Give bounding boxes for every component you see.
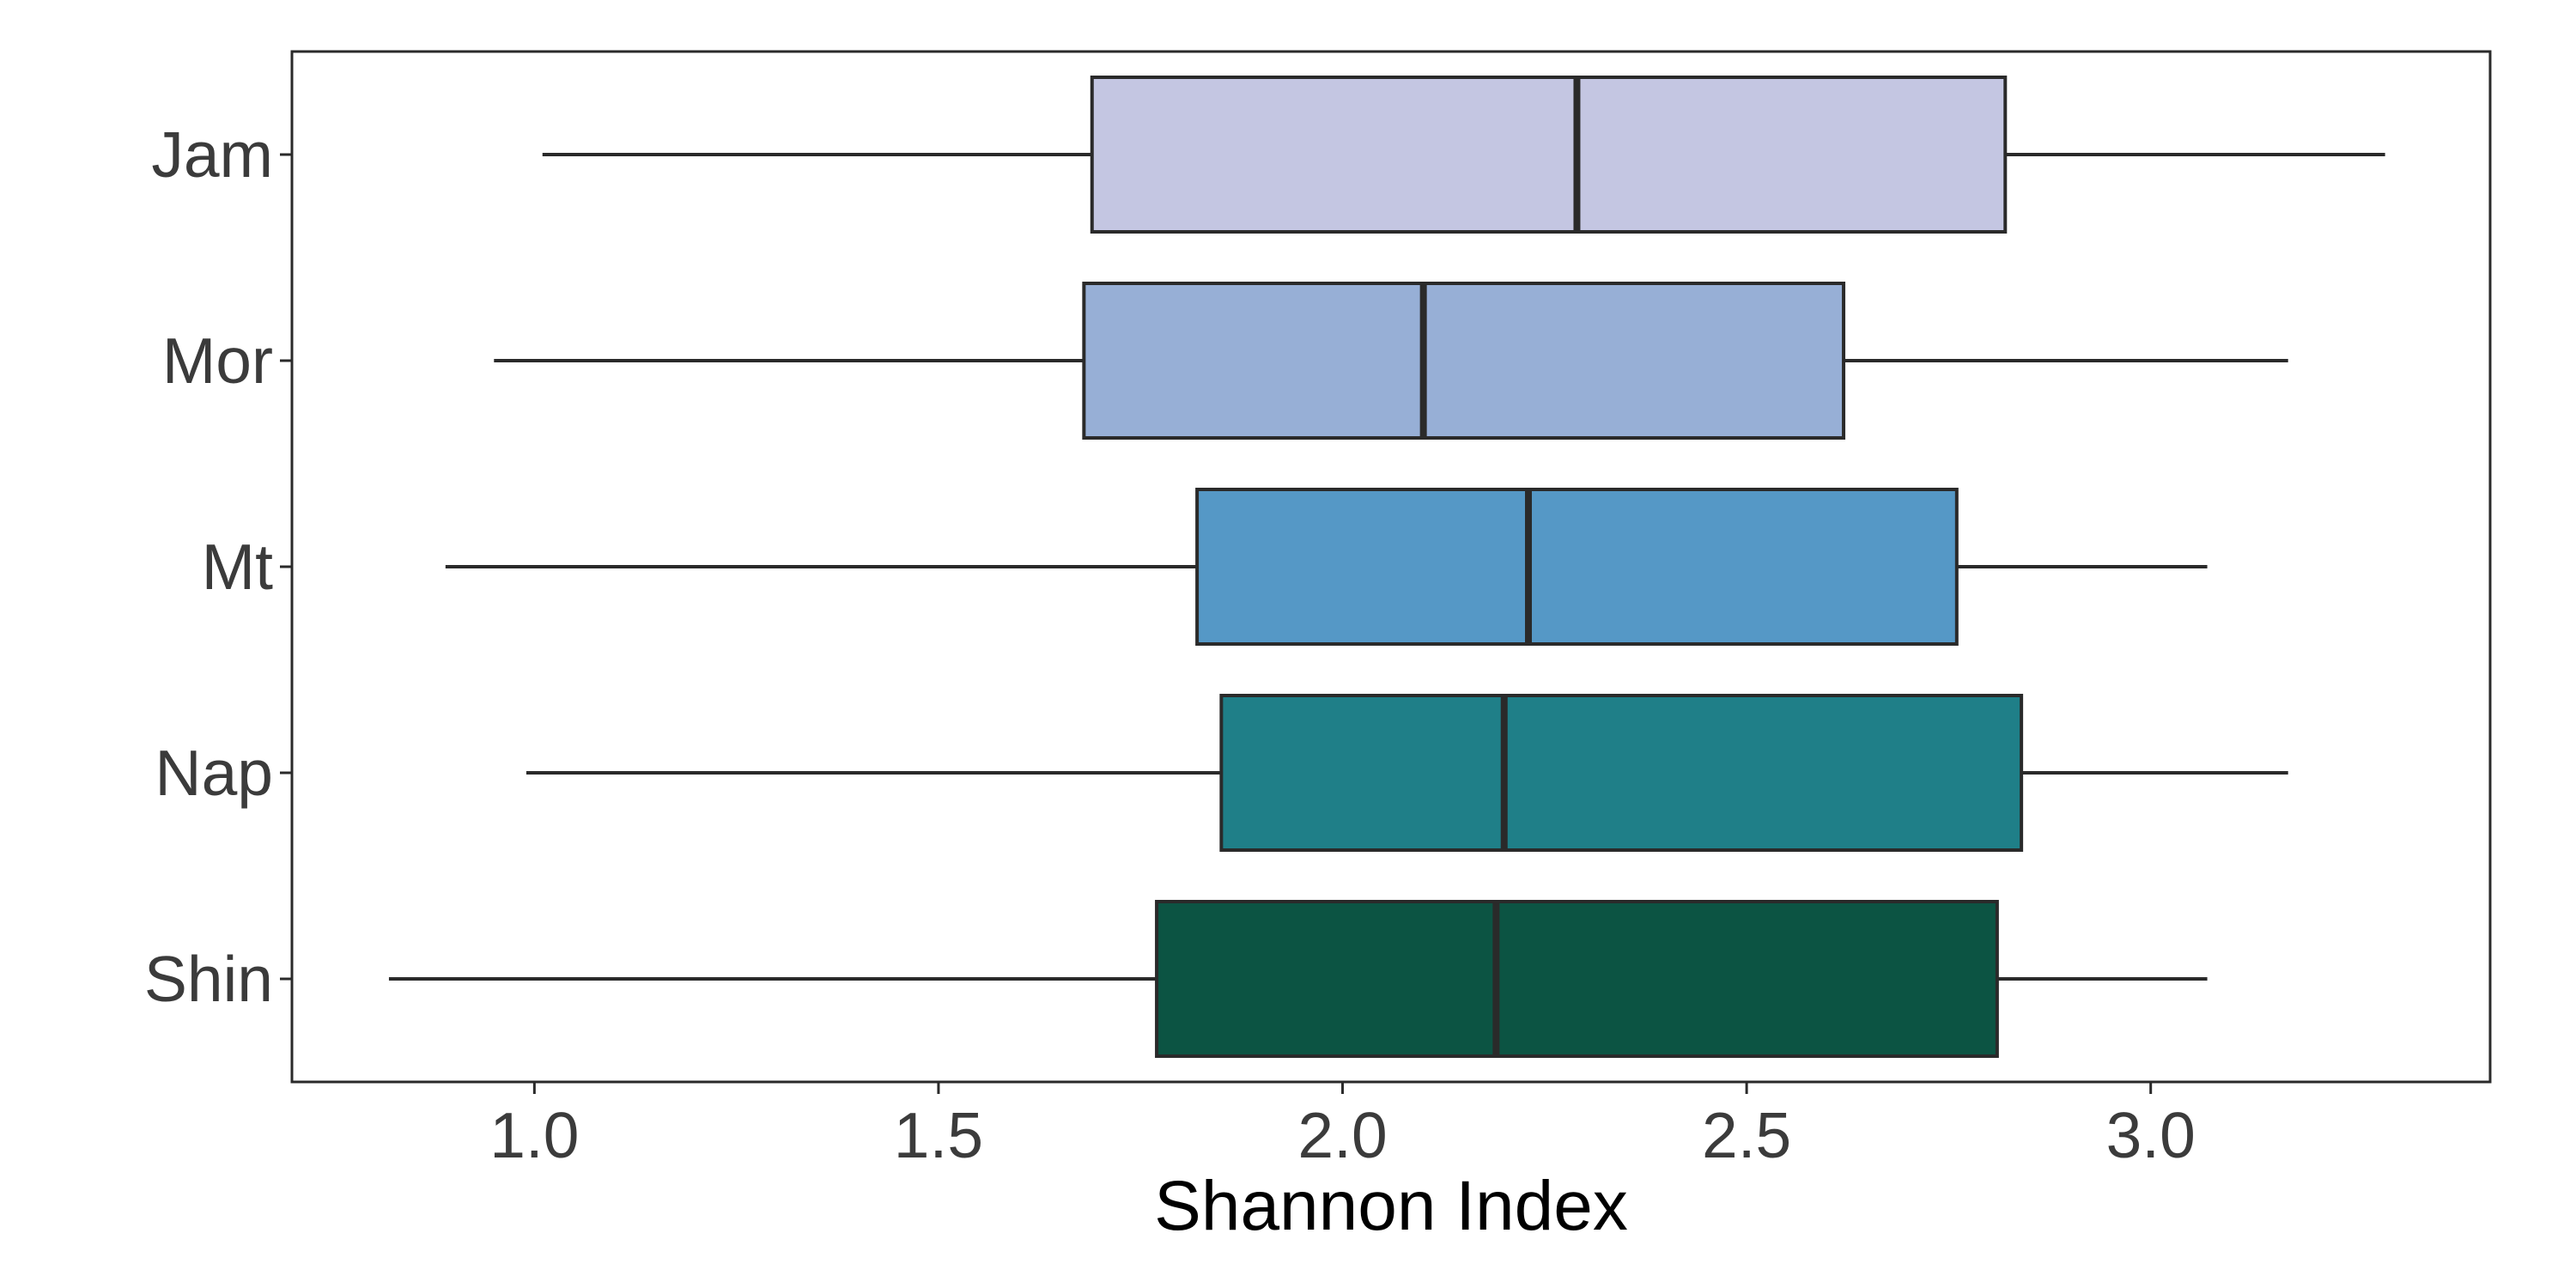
box-nap xyxy=(1219,694,2024,852)
y-tick-label-jam: Jam xyxy=(151,118,273,191)
x-tick-label-1-5: 1.5 xyxy=(894,1099,983,1171)
y-tick-label-mor: Mor xyxy=(162,325,273,397)
x-tick-label-2-5: 2.5 xyxy=(1702,1099,1791,1171)
box-group-shin xyxy=(388,900,2208,1058)
y-axis: Jam Mor Mt Nap Shin xyxy=(144,118,292,1015)
box-group-nap xyxy=(526,694,2288,852)
box-mor xyxy=(1082,282,1846,440)
box-group-mor xyxy=(494,282,2288,440)
y-tick-label-nap: Nap xyxy=(155,737,273,809)
x-tick-label-3-0: 3.0 xyxy=(2106,1099,2196,1171)
y-tick-label-mt: Mt xyxy=(202,531,273,603)
y-tick-label-shin: Shin xyxy=(144,943,273,1015)
box-mt xyxy=(1195,488,1959,646)
box-jam xyxy=(1090,76,2008,234)
box-group-mt xyxy=(445,488,2208,646)
x-tick-label-2-0: 2.0 xyxy=(1297,1099,1387,1171)
boxes-layer xyxy=(388,76,2385,1058)
box-shin xyxy=(1155,900,1999,1058)
x-axis-title: Shannon Index xyxy=(1154,1167,1628,1245)
box-group-jam xyxy=(542,76,2385,234)
x-axis: 1.0 1.5 2.0 2.5 3.0 xyxy=(489,1082,2196,1171)
x-tick-label-1-0: 1.0 xyxy=(489,1099,579,1171)
